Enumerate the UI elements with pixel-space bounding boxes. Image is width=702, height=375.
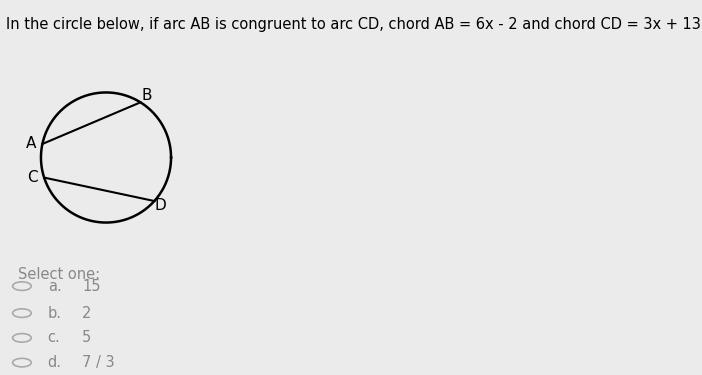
Text: 7 / 3: 7 / 3 — [82, 355, 114, 370]
Text: d.: d. — [48, 355, 62, 370]
Text: 15: 15 — [82, 279, 100, 294]
Text: D: D — [154, 198, 166, 213]
Text: b.: b. — [48, 306, 62, 321]
Text: B: B — [141, 88, 152, 103]
Text: In the circle below, if arc AB is congruent to arc CD, chord AB = 6x - 2 and cho: In the circle below, if arc AB is congru… — [6, 16, 702, 32]
Text: C: C — [27, 170, 38, 185]
Text: a.: a. — [48, 279, 62, 294]
Text: 2: 2 — [82, 306, 91, 321]
Text: A: A — [25, 136, 36, 152]
Text: Select one:: Select one: — [18, 267, 100, 282]
Text: c.: c. — [48, 330, 60, 345]
Text: 5: 5 — [82, 330, 91, 345]
